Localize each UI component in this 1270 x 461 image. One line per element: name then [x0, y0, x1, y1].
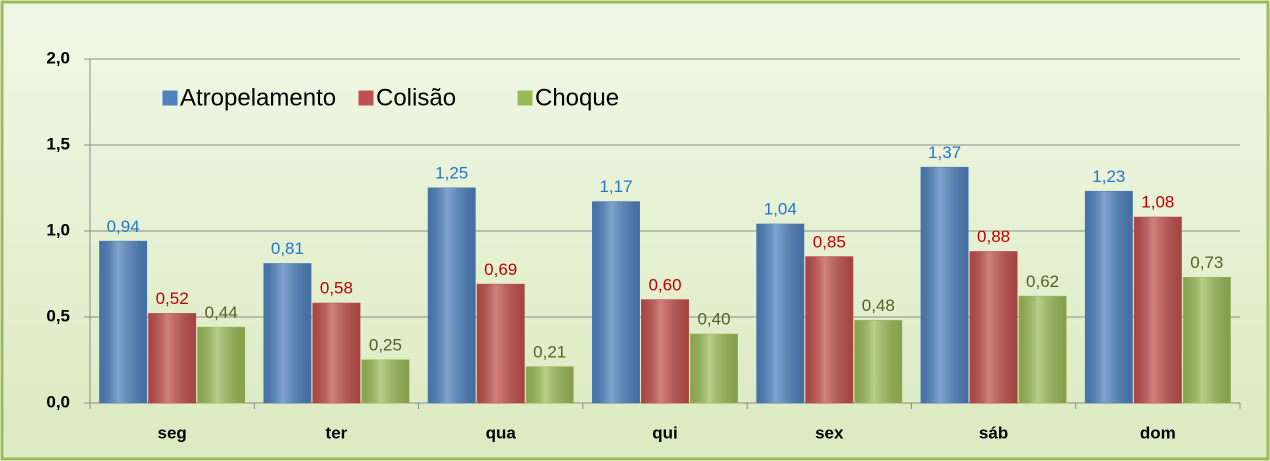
value-label: 1,23: [1092, 167, 1125, 186]
value-label: 0,40: [697, 310, 730, 329]
bar-shine: [477, 284, 525, 403]
bar-shine: [592, 201, 640, 403]
bar-shine: [312, 303, 360, 403]
value-label: 0,81: [271, 239, 304, 258]
bar-shine: [970, 251, 1018, 403]
y-tick-label: 1,5: [46, 134, 70, 153]
bar-shine: [197, 327, 245, 403]
bar-shine: [921, 167, 969, 403]
bar-shine: [756, 224, 804, 403]
value-label: 1,37: [928, 143, 961, 162]
bar-shine: [1134, 217, 1182, 403]
y-tick-label: 2,0: [46, 48, 70, 67]
value-label: 0,48: [862, 296, 895, 315]
x-tick-label: dom: [1140, 423, 1176, 442]
legend-label: Choque: [535, 84, 619, 111]
bar-shine: [805, 256, 853, 403]
bar-shine: [263, 263, 311, 403]
value-label: 0,52: [156, 289, 189, 308]
value-label: 1,08: [1141, 193, 1174, 212]
value-label: 0,85: [813, 232, 846, 251]
x-tick-label: qui: [652, 423, 678, 442]
value-label: 0,73: [1190, 253, 1223, 272]
value-label: 0,62: [1026, 272, 1059, 291]
x-tick-label: qua: [486, 423, 517, 442]
bar-shine: [641, 299, 689, 403]
value-label: 0,44: [205, 303, 238, 322]
value-label: 0,69: [484, 260, 517, 279]
legend-swatch: [162, 90, 178, 106]
bar-shine: [428, 188, 476, 403]
y-tick-label: 1,0: [46, 220, 70, 239]
x-tick-label: sex: [815, 423, 844, 442]
value-label: 0,60: [648, 275, 681, 294]
bar-shine: [148, 313, 196, 403]
legend-swatch: [358, 90, 374, 106]
legend-swatch: [517, 90, 533, 106]
value-label: 0,94: [107, 217, 140, 236]
legend-label: Colisão: [376, 84, 456, 111]
x-tick-label: ter: [326, 423, 348, 442]
bar-shine: [361, 360, 409, 403]
y-tick-label: 0,5: [46, 306, 70, 325]
value-label: 1,17: [599, 177, 632, 196]
bar-shine: [1019, 296, 1067, 403]
bar-shine: [1183, 277, 1231, 403]
y-tick-label: 0,0: [46, 392, 70, 411]
x-tick-label: seg: [157, 423, 186, 442]
value-label: 1,04: [764, 200, 797, 219]
value-label: 0,25: [369, 335, 402, 354]
value-label: 0,88: [977, 227, 1010, 246]
bar-shine: [1085, 191, 1133, 403]
x-tick-label: sáb: [979, 423, 1008, 442]
value-label: 0,21: [533, 342, 566, 361]
bar-shine: [526, 366, 574, 403]
bar-shine: [690, 334, 738, 403]
bar-shine: [854, 320, 902, 403]
legend-label: Atropelamento: [180, 84, 336, 111]
value-label: 0,58: [320, 279, 353, 298]
value-label: 1,25: [435, 163, 468, 182]
bar-shine: [99, 241, 147, 403]
